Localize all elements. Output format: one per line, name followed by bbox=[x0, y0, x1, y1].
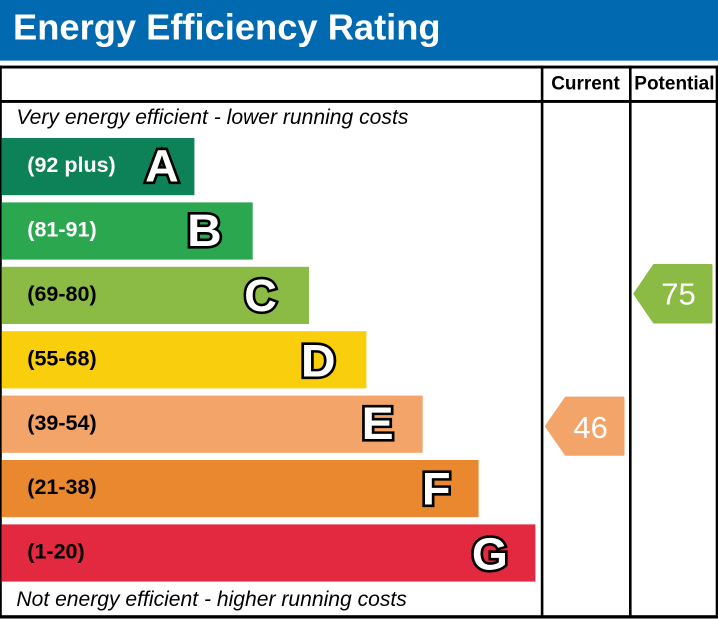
svg-text:Current: Current bbox=[551, 73, 620, 94]
svg-text:(69-80): (69-80) bbox=[27, 282, 96, 306]
svg-text:Very energy efficient - lower: Very energy efficient - lower running co… bbox=[16, 106, 408, 129]
svg-text:(92 plus): (92 plus) bbox=[27, 153, 115, 177]
svg-text:Not energy efficient - higher: Not energy efficient - higher running co… bbox=[16, 588, 407, 611]
svg-text:Potential: Potential bbox=[634, 73, 714, 94]
svg-text:(81-91): (81-91) bbox=[27, 218, 96, 242]
svg-text:E: E bbox=[362, 398, 394, 449]
svg-text:Energy Efficiency Rating: Energy Efficiency Rating bbox=[13, 7, 441, 48]
svg-text:(55-68): (55-68) bbox=[27, 346, 96, 370]
svg-text:B: B bbox=[187, 205, 222, 256]
svg-text:F: F bbox=[422, 463, 451, 514]
svg-text:A: A bbox=[145, 141, 179, 192]
svg-text:G: G bbox=[472, 528, 508, 579]
svg-text:(39-54): (39-54) bbox=[27, 411, 96, 435]
svg-text:75: 75 bbox=[661, 276, 695, 311]
svg-text:46: 46 bbox=[573, 410, 607, 445]
svg-text:(21-38): (21-38) bbox=[27, 475, 96, 499]
svg-text:(1-20): (1-20) bbox=[27, 540, 84, 564]
svg-text:D: D bbox=[301, 335, 336, 386]
svg-text:C: C bbox=[244, 270, 277, 321]
